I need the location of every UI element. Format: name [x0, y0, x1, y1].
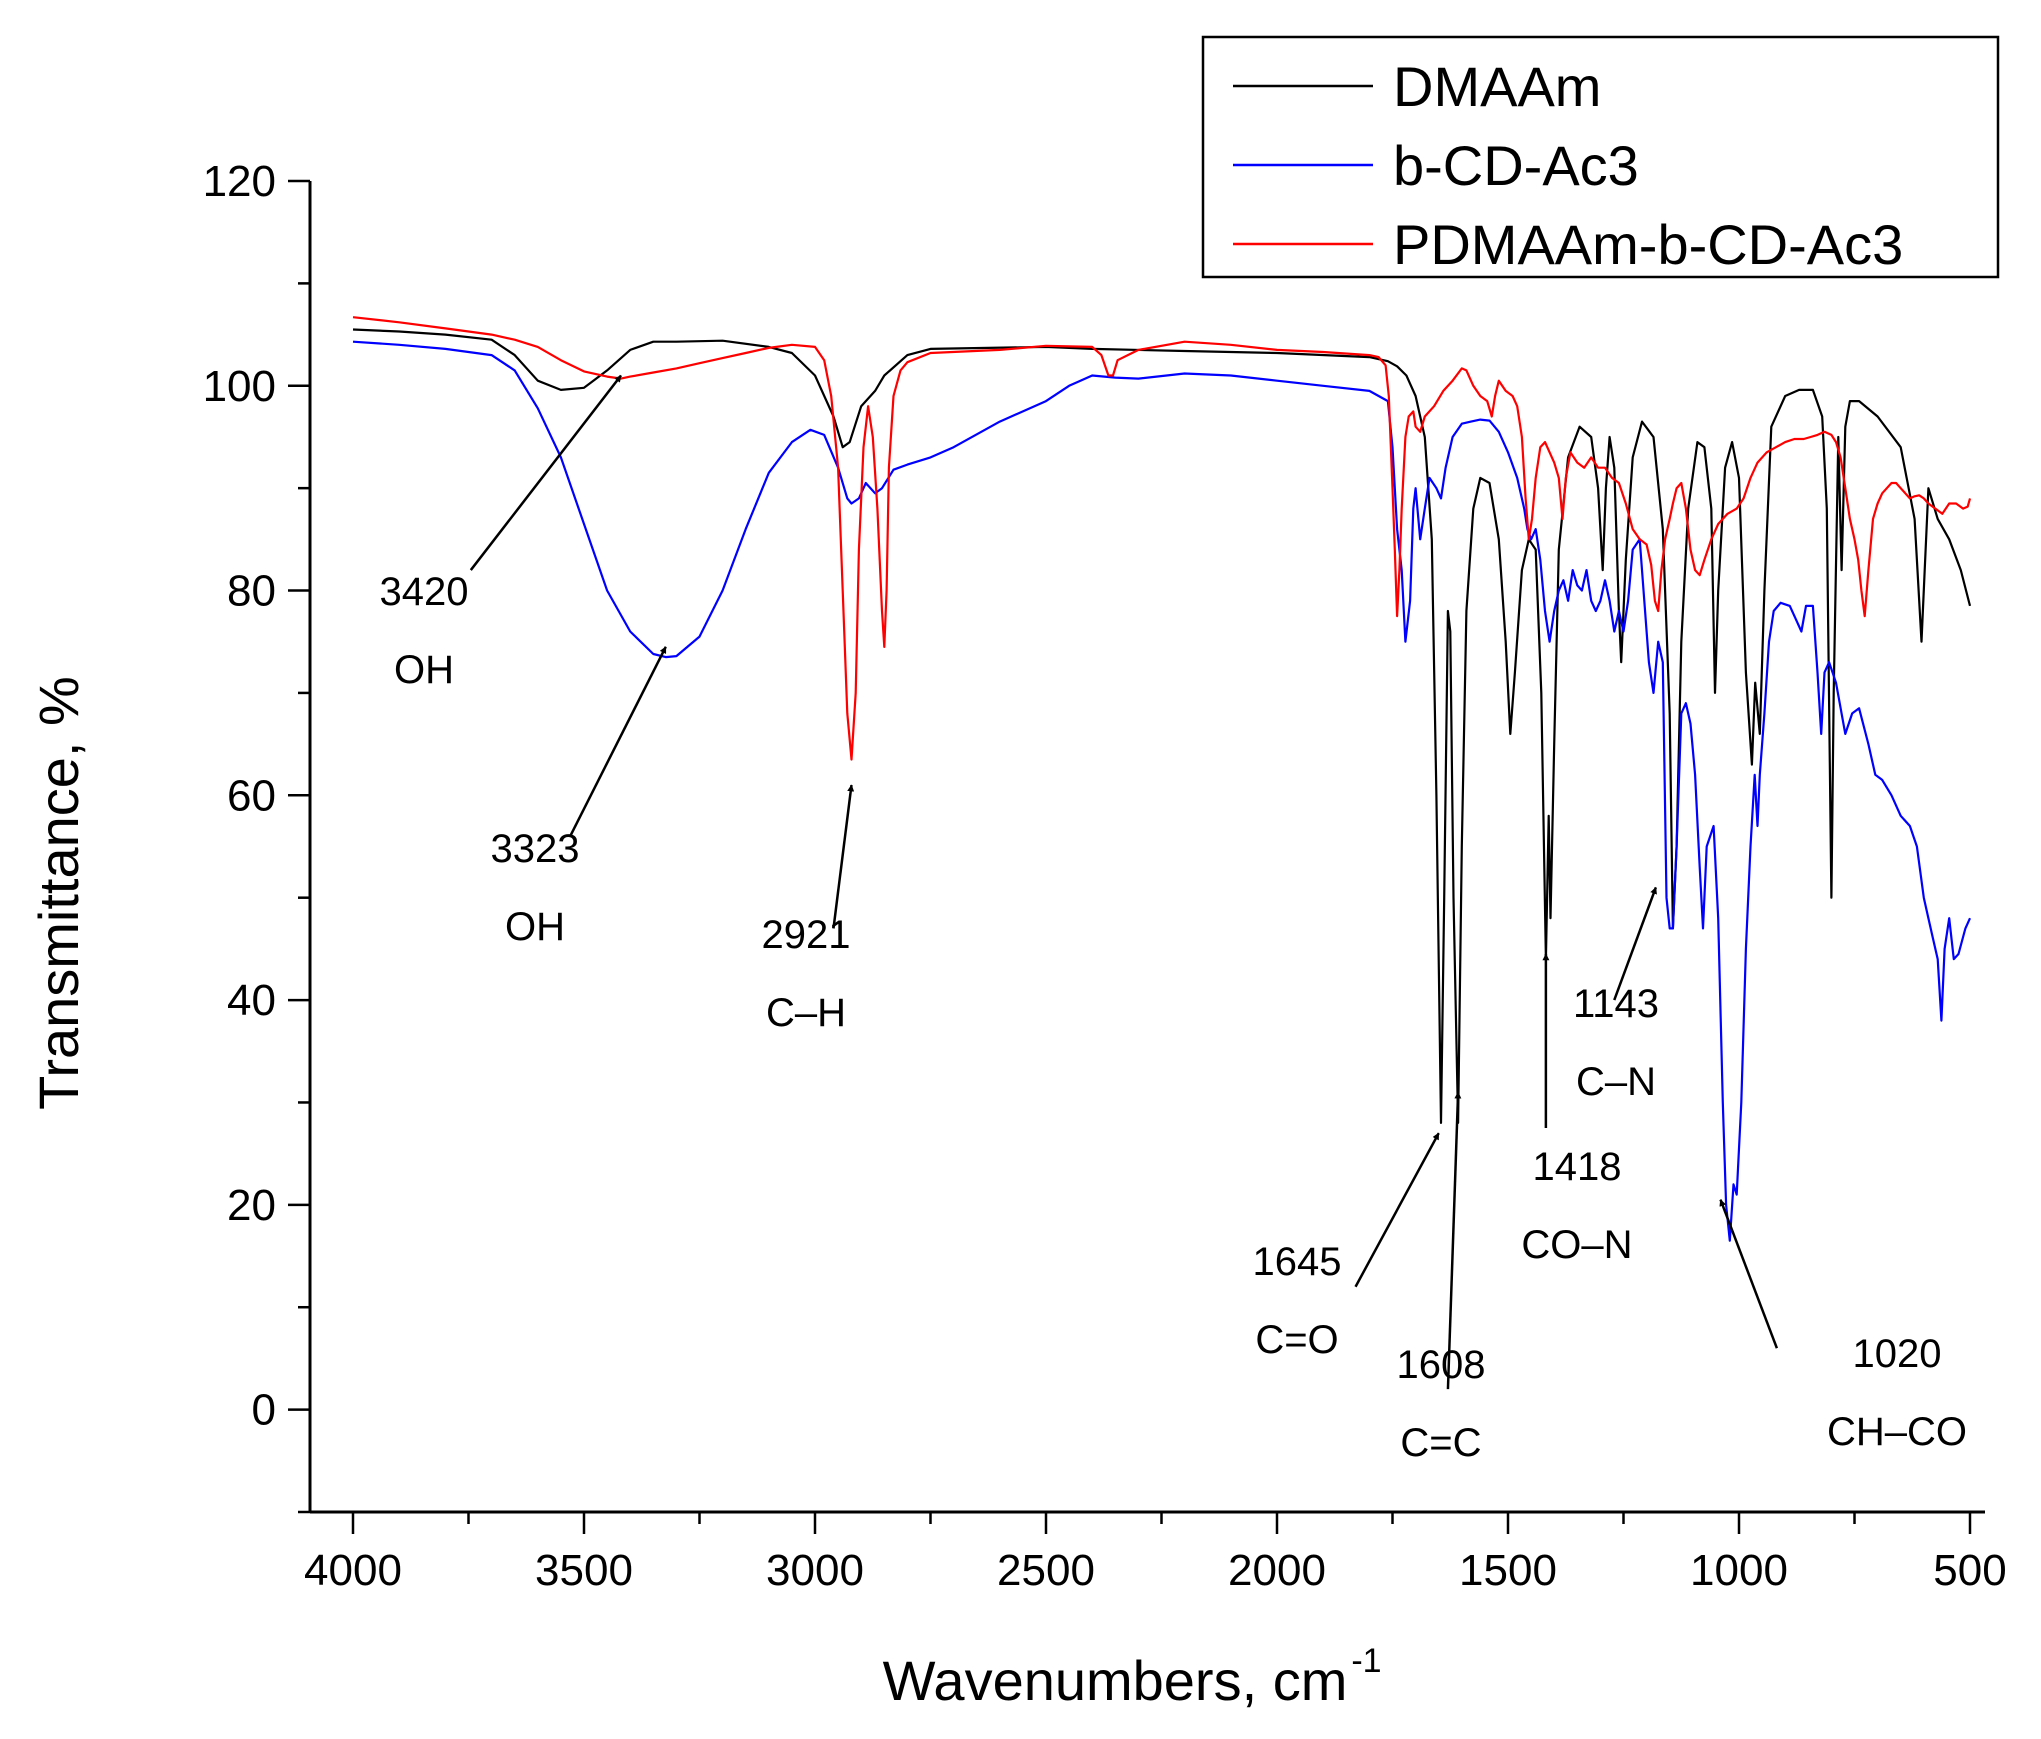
y-tick-label: 60 — [227, 771, 276, 820]
annotation-arrow-1645 — [1354, 1132, 1440, 1288]
annotation-group-1020: CH–CO — [1827, 1410, 1967, 1454]
legend-box — [1201, 35, 2000, 279]
x-tick-label: 1500 — [1459, 1546, 1557, 1595]
annotation-group-1143: C–N — [1576, 1060, 1656, 1104]
annotation-group-1645: C=O — [1255, 1318, 1338, 1362]
annotation-layer: 3420 OH 3323 OH 2921 C–H 1645 C=O 1608 C=C 1418 CO–… — [380, 374, 1967, 1465]
y-tick-label: 40 — [227, 976, 276, 1025]
legend: DMAAm b-CD-Ac3 PDMAAm-b-CD-Ac3 — [1201, 35, 2000, 279]
x-tick-label: 4000 — [304, 1546, 402, 1595]
annotation-arrow-1608 — [1446, 1091, 1462, 1390]
annotation-value-2921: 2921 — [762, 913, 851, 957]
x-tick-label: 500 — [1933, 1546, 2006, 1595]
annotation-value-3323: 3323 — [491, 827, 580, 871]
annotation-value-1020: 1020 — [1853, 1332, 1942, 1376]
annotation-arrow-1020 — [1719, 1199, 1779, 1349]
axes-layer: 0 20 40 60 80 100 120 4000 3500 3000 2500 2000 1500 1… — [27, 157, 2007, 1712]
annotation-value-1143: 1143 — [1573, 982, 1659, 1026]
legend-label-dmaam: DMAAm — [1393, 55, 1601, 118]
y-axis-title: Transmittance, % — [27, 676, 90, 1110]
series-line-pdmaam-b-cd-ac3 — [352, 316, 1972, 761]
x-axis-title: Wavenumbers, cm — [883, 1649, 1348, 1712]
x-axis-title-superscript: -1 — [1351, 1642, 1381, 1680]
y-tick-label: 0 — [252, 1386, 276, 1435]
y-tick-label: 100 — [203, 362, 276, 411]
annotation-group-3323: OH — [505, 905, 565, 949]
annotation-group-1608: C=C — [1400, 1421, 1481, 1465]
x-tick-label: 3500 — [535, 1546, 633, 1595]
series-line-b-cd-ac3 — [352, 340, 1972, 1242]
annotation-arrow-2921 — [832, 784, 855, 929]
annotation-group-3420: OH — [394, 648, 454, 692]
y-tick-label: 120 — [203, 157, 276, 206]
annotation-value-1608: 1608 — [1397, 1343, 1486, 1387]
legend-label-b-cd-ac3: b-CD-Ac3 — [1393, 134, 1639, 197]
annotation-arrow-3323 — [569, 646, 667, 837]
series-layer — [352, 316, 1972, 1242]
annotation-value-3420: 3420 — [380, 570, 469, 614]
x-tick-label: 1000 — [1690, 1546, 1788, 1595]
y-tick-label: 20 — [227, 1181, 276, 1230]
annotation-arrow-1143 — [1613, 886, 1658, 1001]
x-tick-label: 2000 — [1228, 1546, 1326, 1595]
annotation-value-1645: 1645 — [1253, 1240, 1342, 1284]
annotation-group-1418: CO–N — [1521, 1223, 1632, 1267]
y-tick-label: 80 — [227, 567, 276, 616]
annotation-group-2921: C–H — [766, 991, 846, 1035]
series-line-dmaam — [352, 328, 1972, 1124]
x-tick-label: 3000 — [766, 1546, 864, 1595]
annotation-arrow-3420 — [469, 374, 622, 571]
x-tick-label: 2500 — [997, 1546, 1095, 1595]
annotation-value-1418: 1418 — [1533, 1145, 1622, 1189]
legend-label-pdmaam-b-cd-ac3: PDMAAm-b-CD-Ac3 — [1393, 213, 1903, 276]
